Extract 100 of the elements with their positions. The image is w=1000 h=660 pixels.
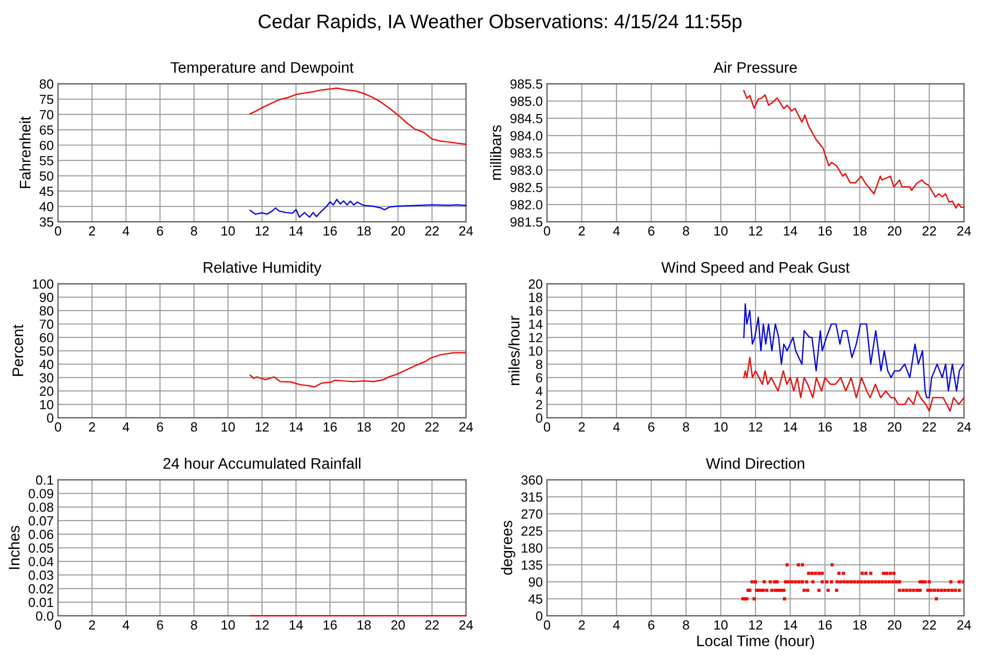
x-tick-label: 22	[922, 620, 936, 630]
x-tick-label: 22	[425, 422, 439, 432]
x-tick-label: 22	[425, 226, 439, 236]
x-tick-label: 18	[853, 620, 867, 630]
chart-title: Temperature and Dewpoint	[170, 62, 354, 76]
x-tick-label: 12	[749, 226, 762, 236]
y-tick-label: 0.1	[36, 475, 54, 485]
y-tick-label: 0.01	[28, 598, 54, 608]
x-tick-label: 10	[222, 422, 235, 432]
y-tick-label: 80	[40, 306, 54, 316]
y-tick-label: 20	[528, 279, 542, 289]
x-axis-title: Local Time (hour)	[697, 635, 814, 650]
x-tick-label: 10	[714, 422, 728, 432]
x-tick-label: 22	[922, 422, 936, 432]
y-tick-label: 0.05	[28, 543, 54, 553]
y-tick-label: 225	[521, 526, 542, 536]
x-tick-label: 6	[648, 226, 654, 236]
y-tick-label: 50	[40, 346, 54, 356]
y-tick-label: 55	[40, 156, 54, 166]
x-tick-label: 8	[682, 226, 690, 236]
x-tick-label: 16	[324, 620, 337, 630]
y-tick-label: 0.04	[28, 556, 54, 566]
x-tick-label: 8	[190, 620, 198, 630]
y-tick-label: 50	[40, 171, 54, 181]
x-tick-label: 2	[578, 620, 585, 630]
x-tick-label: 12	[256, 422, 269, 432]
x-tick-label: 16	[818, 422, 832, 432]
x-tick-label: 6	[157, 226, 164, 236]
y-tick-label: 10	[529, 346, 542, 356]
y-tick-label: 45	[39, 186, 54, 196]
x-tick-label: 22	[922, 226, 936, 236]
x-tick-label: 24	[459, 422, 473, 432]
y-tick-label: 70	[40, 320, 54, 329]
x-tick-label: 8	[682, 620, 690, 630]
x-tick-label: 14	[290, 620, 303, 630]
x-tick-label: 16	[818, 226, 832, 236]
x-tick-label: 8	[190, 422, 198, 432]
x-tick-label: 18	[853, 422, 867, 432]
x-tick-label: 2	[88, 422, 96, 432]
y-tick-label: 0.08	[28, 502, 54, 512]
y-tick-label: 180	[522, 543, 542, 553]
x-tick-label: 0	[54, 620, 62, 630]
y-tick-label: 0	[47, 413, 54, 423]
x-tick-label: 20	[391, 620, 405, 630]
x-tick-label: 16	[818, 620, 832, 630]
y-tick-label: 90	[40, 292, 54, 302]
chart-title: Air Pressure	[714, 62, 797, 73]
y-tick-label: 985.5	[510, 79, 542, 89]
x-tick-label: 20	[888, 226, 902, 236]
y-tick-label: 984.0	[510, 131, 542, 140]
x-tick-label: 24	[957, 620, 971, 630]
y-axis-title: Percent	[12, 324, 24, 376]
x-tick-label: 18	[358, 422, 371, 432]
x-tick-label: 6	[157, 422, 164, 432]
y-axis-title: degrees	[501, 520, 516, 575]
y-tick-label: 100	[32, 279, 54, 289]
y-tick-label: 983.5	[510, 148, 542, 158]
y-tick-label: 981.5	[510, 217, 542, 227]
chart-title: 24 hour Accumulated Rainfall	[163, 458, 360, 469]
y-tick-label: 90	[528, 577, 542, 587]
y-tick-label: 35	[40, 217, 54, 227]
x-tick-label: 8	[190, 226, 198, 236]
y-tick-label: 80	[40, 79, 54, 89]
x-tick-label: 4	[122, 226, 130, 236]
y-axis-title: Inches	[8, 526, 20, 569]
line-series	[743, 303, 964, 398]
x-tick-label: 6	[157, 620, 164, 630]
y-tick-label: 0.03	[28, 570, 54, 580]
y-tick-label: 135	[522, 560, 542, 570]
y-tick-label: 40	[39, 202, 54, 212]
x-tick-label: 14	[784, 620, 798, 630]
y-tick-label: 985.0	[510, 96, 542, 106]
y-tick-label: 40	[39, 360, 54, 370]
y-tick-label: 0.09	[28, 488, 54, 498]
x-tick-label: 4	[122, 422, 130, 432]
x-tick-label: 4	[613, 422, 620, 432]
y-tick-label: 30	[40, 373, 54, 382]
x-tick-label: 12	[749, 620, 762, 630]
y-axis-title: Fahrenheit	[19, 116, 31, 188]
x-tick-label: 0	[54, 226, 62, 236]
y-tick-label: 4	[536, 386, 542, 396]
y-tick-label: 982.0	[510, 200, 542, 210]
x-tick-label: 24	[459, 620, 473, 630]
x-tick-label: 10	[714, 226, 728, 236]
x-tick-label: 12	[256, 620, 269, 630]
y-tick-label: 270	[521, 509, 542, 519]
y-tick-label: 14	[529, 320, 542, 329]
y-tick-label: 315	[521, 492, 542, 502]
y-tick-label: 16	[529, 306, 542, 316]
y-tick-label: 982.5	[510, 182, 542, 192]
x-tick-label: 10	[222, 226, 235, 236]
x-tick-label: 20	[888, 422, 902, 432]
line-series	[250, 352, 466, 388]
x-tick-label: 16	[324, 422, 337, 432]
y-tick-label: 0.0	[36, 611, 54, 621]
x-tick-label: 4	[122, 620, 130, 630]
y-axis-title: millibars	[490, 125, 502, 180]
x-tick-label: 6	[648, 422, 654, 432]
x-tick-label: 0	[544, 422, 550, 432]
line-series	[743, 90, 964, 209]
